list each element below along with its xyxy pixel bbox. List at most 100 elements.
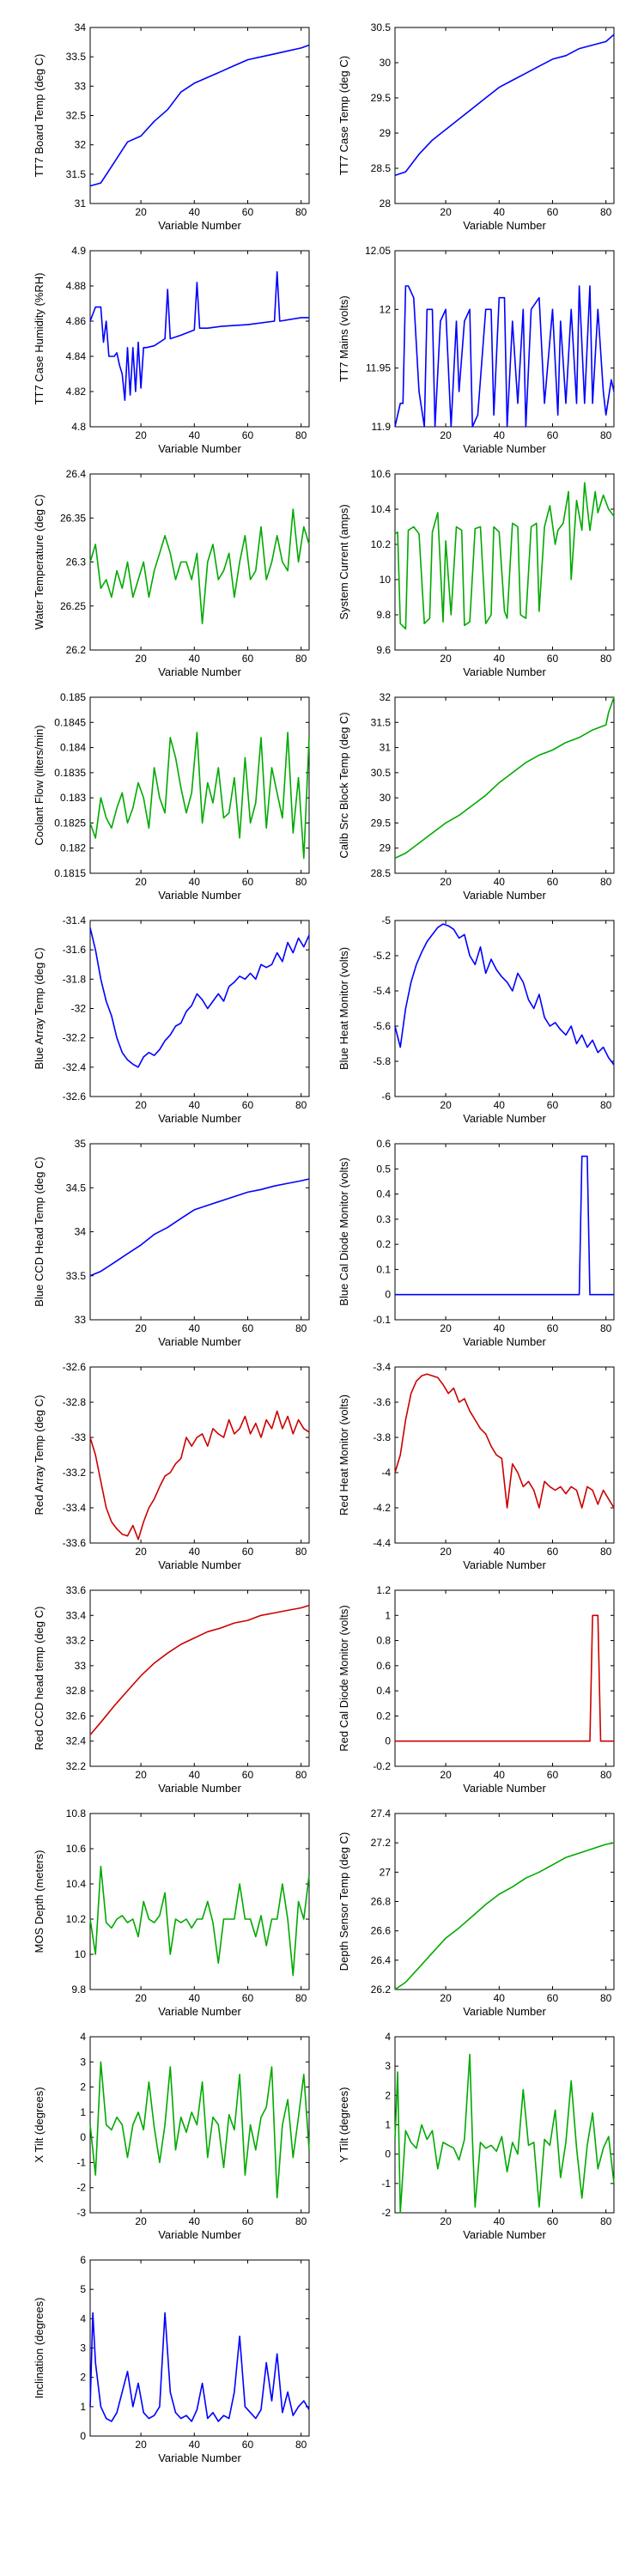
y-axis-label: Inclination (degrees): [33, 2298, 46, 2399]
x-tick-label: 20: [135, 1099, 147, 1111]
y-axis-label: TT7 Case Humidity (%RH): [33, 273, 46, 405]
data-series-line: [89, 44, 310, 187]
y-tick-label: -1: [381, 2178, 391, 2190]
y-tick-label: 0.182: [60, 842, 86, 854]
chart-panel-19: 20 40 60 80 -3 -2 -1 0 1 2 3 4 Variable Number X Tilt…: [33, 2031, 310, 2241]
x-tick-label: 60: [547, 1099, 559, 1111]
y-tick-label: 5: [80, 2283, 86, 2295]
y-tick-label: 3: [80, 2056, 86, 2068]
x-tick-label: 80: [600, 1099, 612, 1111]
x-tick-label: 40: [189, 2439, 201, 2451]
x-tick-label: 80: [295, 429, 307, 441]
y-tick-label: -31.6: [63, 944, 87, 956]
x-tick-label: 80: [295, 876, 307, 888]
y-tick-label: -4.4: [373, 1537, 391, 1549]
x-axis-label: Variable Number: [158, 1782, 241, 1795]
x-tick-label: 60: [242, 2215, 254, 2227]
y-tick-label: 34: [75, 21, 87, 33]
y-tick-label: -31.8: [63, 973, 87, 985]
x-tick-label: 60: [242, 2439, 254, 2451]
x-tick-label: 40: [494, 206, 506, 218]
x-tick-label: 40: [494, 1099, 506, 1111]
y-tick-label: 26.2: [66, 644, 87, 656]
y-tick-label: 1: [385, 2119, 391, 2131]
x-tick-label: 60: [242, 876, 254, 888]
x-tick-label: 20: [440, 876, 452, 888]
x-tick-label: 20: [440, 206, 452, 218]
y-tick-label: 26.3: [66, 556, 87, 568]
y-tick-label: 27: [380, 1866, 392, 1878]
y-tick-label: 12.05: [365, 245, 391, 257]
y-axis-label: Blue Heat Monitor (volts): [337, 947, 350, 1070]
x-tick-label: 20: [440, 1322, 452, 1334]
x-tick-label: 60: [242, 429, 254, 441]
y-tick-label: 33.4: [66, 1609, 87, 1621]
y-tick-label: -33: [71, 1431, 87, 1443]
plot-area: [394, 1589, 615, 1767]
plot-area: [89, 1366, 310, 1544]
x-tick-label: 80: [295, 1099, 307, 1111]
chart-panel-5: 20 40 60 80 26.2 26.25 26.3 26.35 26.4 Variable N…: [33, 468, 310, 678]
x-tick-label: 40: [189, 2215, 201, 2227]
y-tick-label: 30.5: [371, 767, 392, 779]
y-tick-label: 4: [80, 2312, 86, 2324]
chart-panel-16: 20 40 60 80 -0.2 0 0.2 0.4 0.6 0.8 1 1.2 Variable Nu…: [337, 1584, 615, 1795]
y-tick-label: -32: [71, 1003, 87, 1015]
x-tick-label: 40: [189, 1546, 201, 1558]
x-axis-label: Variable Number: [463, 442, 546, 455]
x-tick-label: 80: [295, 1322, 307, 1334]
y-tick-label: 31: [75, 197, 87, 210]
data-series-line: [89, 2061, 310, 2199]
x-tick-label: 40: [189, 1099, 201, 1111]
x-tick-label: 20: [440, 429, 452, 441]
chart-panel-8: 20 40 60 80 28.5 29 29.5 30 30.5 31 31.5 32 Variable…: [337, 691, 615, 902]
chart-panel-2: 20 40 60 80 28 28.5 29 29.5 30 30.5 Variable Numbe…: [337, 21, 615, 232]
y-axis-label: Blue CCD Head Temp (deg C): [33, 1157, 46, 1307]
y-tick-label: 4.9: [71, 245, 86, 257]
y-axis-label: Red CCD head temp (deg C): [33, 1607, 46, 1751]
y-tick-label: 1: [80, 2401, 86, 2413]
plot-area: [394, 2036, 615, 2214]
x-tick-label: 20: [440, 1992, 452, 2004]
data-series-line: [89, 1604, 310, 1735]
data-series-line: [394, 696, 615, 860]
y-axis-label: TT7 Board Temp (deg C): [33, 54, 46, 178]
x-axis-label: Variable Number: [158, 442, 241, 455]
x-tick-label: 80: [295, 1769, 307, 1781]
y-tick-label: 10: [75, 1948, 87, 1960]
y-tick-label: 0.184: [60, 742, 86, 754]
x-tick-label: 20: [135, 1546, 147, 1558]
y-tick-label: 0.183: [60, 792, 86, 804]
x-axis-label: Variable Number: [463, 1782, 546, 1795]
x-tick-label: 40: [189, 429, 201, 441]
y-tick-label: 10: [380, 574, 392, 586]
plot-area: [394, 473, 615, 651]
y-tick-label: 31.5: [66, 168, 87, 180]
chart-panel-13: 20 40 60 80 -33.6 -33.4 -33.2 -33 -32.8 -32.6 Vari…: [33, 1361, 310, 1571]
y-tick-label: 1: [80, 2106, 86, 2118]
y-tick-label: 10.6: [66, 1843, 87, 1855]
y-tick-label: 28.5: [371, 162, 392, 174]
x-tick-label: 40: [189, 653, 201, 665]
y-tick-label: -4.2: [373, 1502, 391, 1514]
chart-panel-11: 20 40 60 80 33 33.5 34 34.5 35 Variable Number Blu…: [33, 1138, 310, 1348]
y-tick-label: -1: [76, 2156, 86, 2168]
y-tick-label: -32.6: [63, 1361, 87, 1373]
x-tick-label: 20: [135, 206, 147, 218]
y-tick-label: 10.8: [66, 1807, 87, 1820]
x-tick-label: 80: [600, 653, 612, 665]
plot-area: [394, 1143, 615, 1321]
y-tick-label: 0.5: [376, 1163, 391, 1175]
chart-panel-7: 20 40 60 80 0.1815 0.182 0.1825 0.183 0.1835 0.18…: [33, 691, 310, 902]
y-tick-label: 26.6: [371, 1925, 392, 1937]
x-tick-label: 40: [189, 1992, 201, 2004]
y-tick-label: 0: [80, 2430, 86, 2442]
x-tick-label: 40: [494, 653, 506, 665]
y-tick-label: -2: [381, 2207, 391, 2219]
y-tick-label: 28: [380, 197, 392, 210]
data-series-line: [89, 2312, 310, 2422]
y-tick-label: -33.4: [63, 1502, 87, 1514]
y-tick-label: -33.2: [63, 1467, 87, 1479]
plot-area: [89, 1143, 310, 1321]
